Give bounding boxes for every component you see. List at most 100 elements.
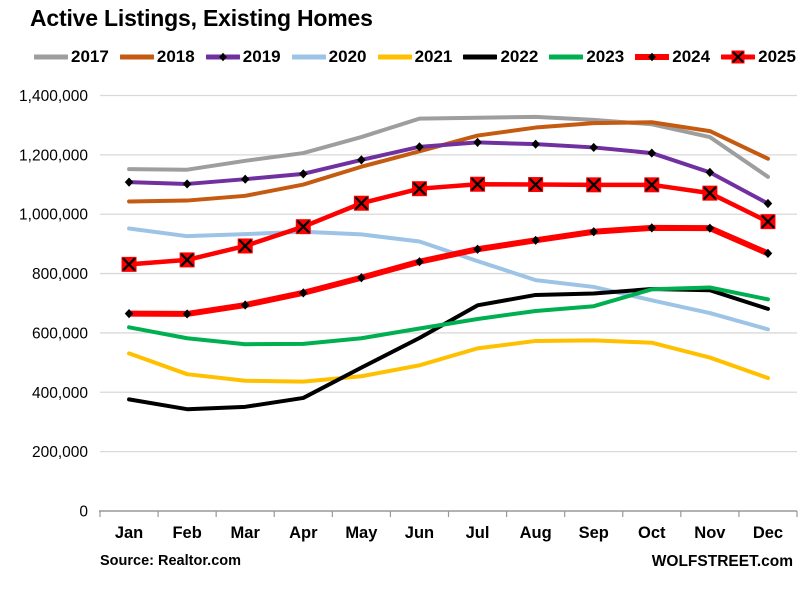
legend-swatch-2018 bbox=[119, 54, 154, 60]
x-axis-label: Dec bbox=[753, 524, 783, 542]
legend-label-2018: 2018 bbox=[156, 47, 195, 66]
legend-item-2024: 2024 bbox=[635, 47, 710, 67]
series-2020 bbox=[127, 226, 770, 332]
legend-label-2021: 2021 bbox=[414, 47, 453, 66]
diamond-marker bbox=[299, 169, 308, 179]
series-2021 bbox=[127, 338, 770, 384]
diamond-marker bbox=[705, 167, 715, 177]
x-axis-label: Aug bbox=[520, 524, 552, 542]
x-marker bbox=[180, 253, 194, 267]
legend-swatch-2020 bbox=[291, 54, 326, 60]
x-axis-label: Nov bbox=[694, 524, 726, 542]
x-marker bbox=[412, 182, 427, 196]
diamond-marker bbox=[648, 52, 657, 62]
x-marker bbox=[122, 257, 136, 271]
series-2019 bbox=[124, 137, 773, 209]
x-axis-label: Feb bbox=[172, 524, 201, 542]
diamond-marker bbox=[763, 198, 773, 209]
y-axis-label: 400,000 bbox=[32, 385, 88, 402]
diamond-marker bbox=[240, 174, 250, 184]
x-axis-label: Mar bbox=[231, 524, 261, 542]
diamond-marker bbox=[415, 142, 424, 152]
x-marker bbox=[238, 239, 252, 253]
legend-label-2025: 2025 bbox=[758, 47, 796, 66]
diamond-marker bbox=[357, 273, 366, 283]
legend-item-2021: 2021 bbox=[377, 47, 453, 67]
series-line-2023 bbox=[127, 285, 770, 347]
legend-label-2019: 2019 bbox=[242, 47, 281, 66]
y-axis-label: 1,200,000 bbox=[19, 147, 88, 164]
diamond-marker bbox=[473, 244, 482, 254]
legend-swatch-2017 bbox=[34, 54, 68, 60]
x-marker bbox=[732, 51, 744, 63]
legend-item-2017: 2017 bbox=[34, 47, 109, 67]
legend-label-2022: 2022 bbox=[500, 47, 539, 66]
legend-swatch-2023 bbox=[549, 54, 584, 60]
series-line-2025 bbox=[126, 181, 771, 267]
diamond-marker bbox=[124, 309, 134, 319]
diamond-marker bbox=[763, 248, 773, 258]
series-line-2024 bbox=[126, 224, 771, 317]
legend-label-2020: 2020 bbox=[328, 47, 367, 66]
diamond-marker bbox=[647, 223, 657, 233]
y-axis-label: 1,400,000 bbox=[19, 88, 88, 105]
legend-item-2023: 2023 bbox=[549, 47, 624, 67]
legend-swatch-2022 bbox=[463, 54, 498, 60]
x-marker bbox=[296, 220, 310, 234]
diamond-marker bbox=[473, 137, 482, 147]
y-axis-label: 800,000 bbox=[32, 266, 88, 283]
x-axis-label: May bbox=[345, 524, 378, 542]
x-axis-label: Oct bbox=[638, 524, 666, 542]
x-marker bbox=[529, 177, 543, 192]
x-axis-label: Jan bbox=[115, 524, 143, 542]
legend-item-2019: 2019 bbox=[205, 47, 281, 67]
y-axis-label: 1,000,000 bbox=[19, 207, 88, 224]
diamond-marker bbox=[415, 257, 424, 267]
legend-label-2024: 2024 bbox=[672, 47, 711, 66]
legend-swatch-2019 bbox=[205, 52, 240, 62]
brand-label: WOLFSTREET.com bbox=[651, 553, 793, 570]
series-2023 bbox=[127, 285, 770, 347]
diamond-marker bbox=[357, 155, 366, 165]
legend-item-2020: 2020 bbox=[291, 47, 367, 67]
series-line-2021 bbox=[127, 338, 770, 384]
series-line-2017 bbox=[127, 114, 770, 179]
legend-item-2022: 2022 bbox=[463, 47, 538, 67]
diamond-marker bbox=[589, 142, 598, 153]
diamond-marker bbox=[182, 309, 192, 319]
legend-swatch-2021 bbox=[377, 54, 412, 60]
x-marker bbox=[354, 196, 368, 210]
diamond-marker bbox=[531, 139, 540, 149]
y-axis-label: 0 bbox=[79, 504, 88, 521]
x-marker bbox=[587, 178, 601, 192]
diamond-marker bbox=[218, 52, 227, 62]
diamond-marker bbox=[299, 288, 308, 298]
x-marker bbox=[703, 186, 717, 200]
x-marker bbox=[645, 178, 659, 192]
legend-swatch-2024 bbox=[635, 52, 670, 62]
series-line-2020 bbox=[127, 226, 770, 332]
page-title: Active Listings, Existing Homes bbox=[30, 5, 373, 31]
legend-swatch-2025 bbox=[721, 50, 756, 64]
x-marker bbox=[761, 215, 775, 229]
source-note: Source: Realtor.com bbox=[100, 553, 242, 569]
legend-item-2025: 2025 bbox=[721, 47, 796, 67]
y-axis-label: 200,000 bbox=[32, 444, 88, 461]
legend-label-2023: 2023 bbox=[586, 47, 625, 66]
diamond-marker bbox=[589, 227, 598, 237]
x-axis-label: Apr bbox=[289, 524, 318, 542]
legend-label-2017: 2017 bbox=[71, 47, 109, 66]
x-marker bbox=[470, 177, 485, 191]
diamond-marker bbox=[124, 177, 134, 187]
legend-item-2018: 2018 bbox=[119, 47, 195, 67]
x-axis-label: Jun bbox=[405, 524, 434, 542]
series-2017 bbox=[127, 114, 770, 179]
legend: 2017 2018 2019 2020 2021 2022 2023 2024 2025 bbox=[34, 47, 796, 67]
chart-canvas: 0 200,000 400,000 600,000 800,000 1,000,000 1,… bbox=[19, 88, 798, 542]
x-axis-label: Sep bbox=[579, 524, 609, 542]
diamond-marker bbox=[182, 179, 192, 189]
diamond-marker bbox=[647, 148, 657, 158]
diamond-marker bbox=[531, 235, 540, 245]
series-2024 bbox=[124, 223, 773, 319]
